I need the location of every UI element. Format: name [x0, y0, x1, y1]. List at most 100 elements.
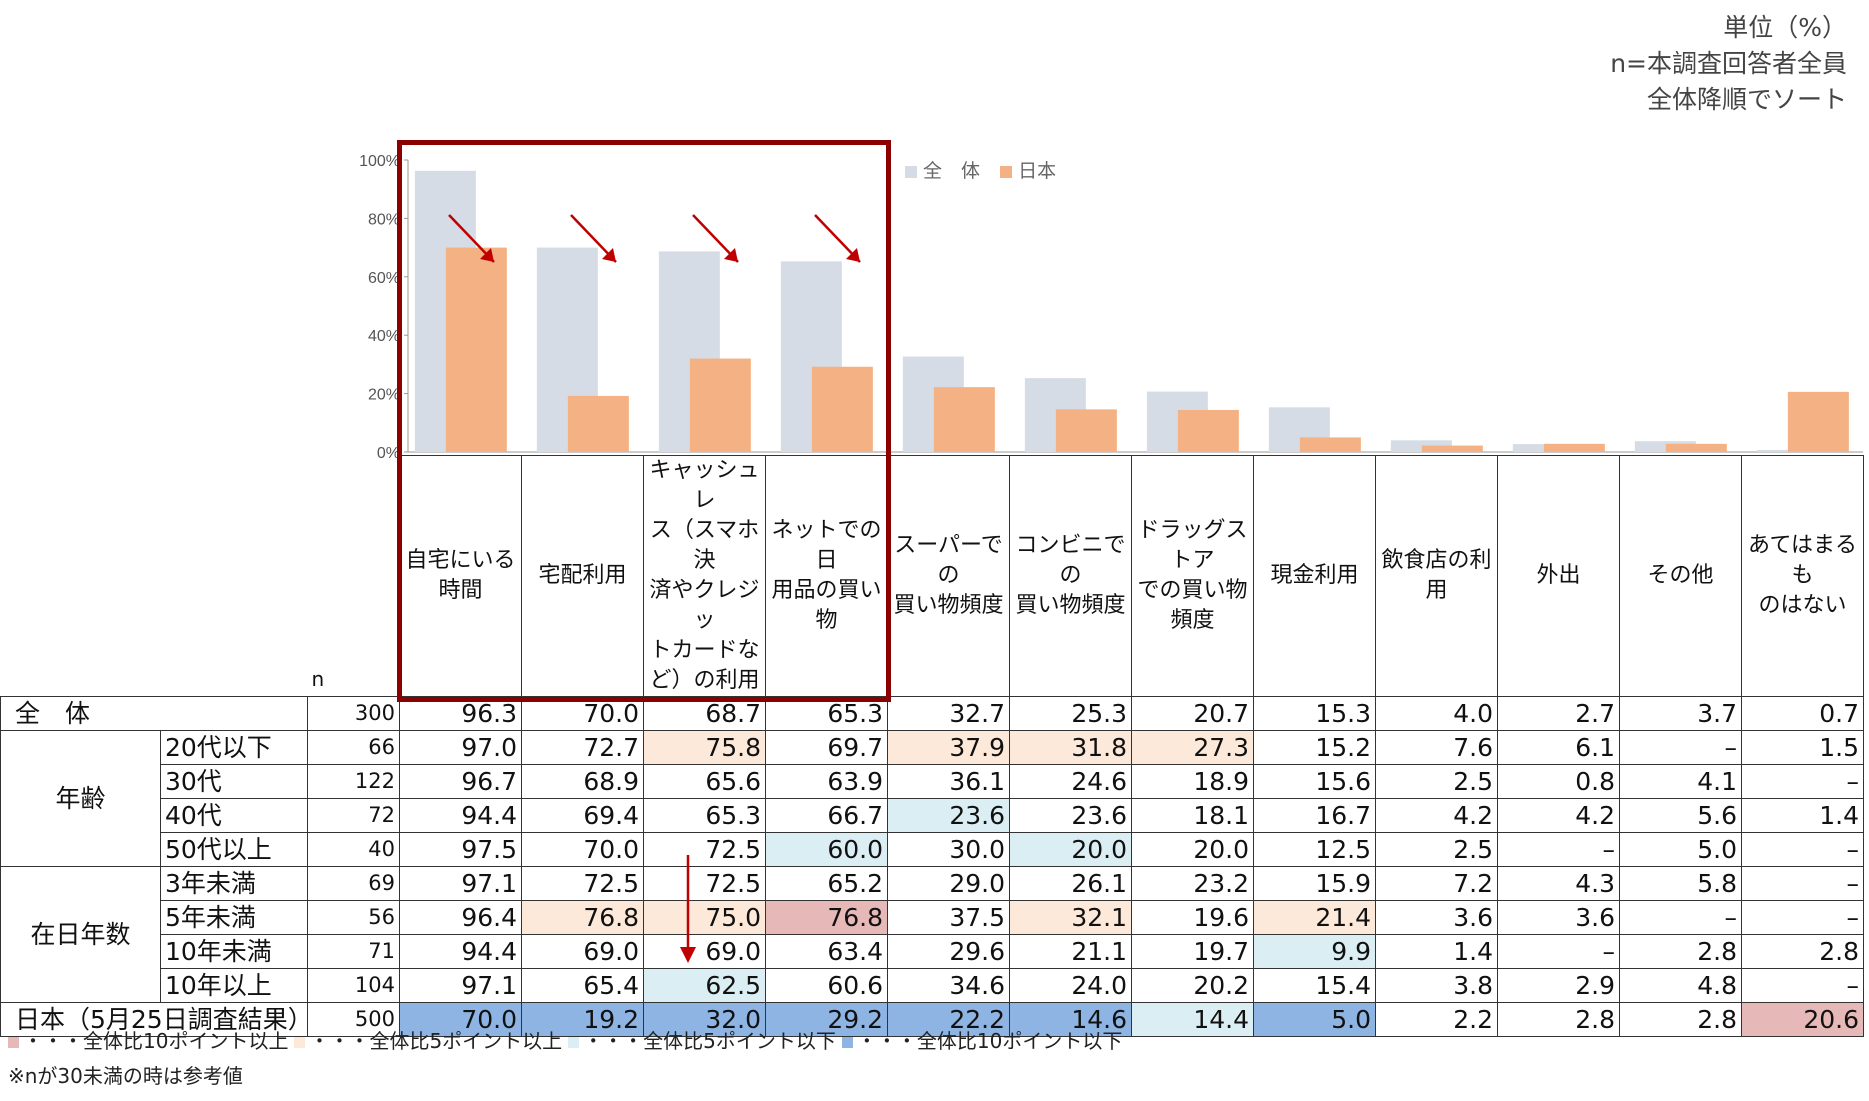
value-cell: 15.6 [1253, 764, 1376, 799]
value-cell: 24.6 [1009, 764, 1132, 799]
sort-note: 全体降順でソート [1646, 85, 1847, 114]
column-header: 外出 [1497, 455, 1620, 697]
value-cell: 66.7 [765, 798, 888, 833]
legend-swatch-overall [905, 165, 917, 178]
row-sublabel: 20代以下 [160, 730, 308, 765]
value-cell: – [1497, 832, 1620, 867]
value-cell: – [1619, 900, 1742, 935]
value-cell: 72.5 [643, 866, 766, 901]
color-legend-item: ・・・全体比5ポイント以上 [294, 1029, 562, 1053]
value-cell: 25.3 [1009, 696, 1132, 731]
value-cell: 97.0 [399, 730, 522, 765]
color-legend-item: ・・・全体比10ポイント以上 [8, 1029, 288, 1053]
column-header: キャッシュレ ス（スマホ決 済やクレジッ トカードな ど）の利用 [643, 455, 766, 697]
value-cell: 9.9 [1253, 934, 1376, 969]
y-tick-label: 80% [368, 211, 400, 228]
value-cell: 2.8 [1741, 934, 1864, 969]
n-value: 66 [307, 730, 400, 765]
value-cell: 0.7 [1741, 696, 1864, 731]
n-value: 69 [307, 866, 400, 901]
value-cell: 94.4 [399, 798, 522, 833]
row-label: 日本（5月25日調査結果） [0, 1002, 308, 1037]
value-cell: 31.8 [1009, 730, 1132, 765]
value-cell: 3.6 [1497, 900, 1620, 935]
value-cell: 2.5 [1375, 832, 1498, 867]
value-cell: – [1741, 968, 1864, 1003]
n-value: 122 [307, 764, 400, 799]
value-cell: 69.0 [643, 934, 766, 969]
n-value: 40 [307, 832, 400, 867]
column-header: その他 [1619, 455, 1742, 697]
value-cell: 4.0 [1375, 696, 1498, 731]
value-cell: 21.4 [1253, 900, 1376, 935]
value-cell: 63.9 [765, 764, 888, 799]
value-cell: 65.3 [765, 696, 888, 731]
header-blank [1, 456, 308, 697]
value-cell: 30.0 [887, 832, 1010, 867]
n-value: 500 [307, 1002, 400, 1037]
n-note: n=本調査回答者全員 [1610, 49, 1847, 78]
chart-legend: 全 体 日本 [905, 156, 1070, 183]
value-cell: 0.8 [1497, 764, 1620, 799]
value-cell: 37.5 [887, 900, 1010, 935]
row-sublabel: 40代 [160, 798, 308, 833]
value-cell: 5.0 [1619, 832, 1742, 867]
value-cell: 65.6 [643, 764, 766, 799]
value-cell: 4.2 [1497, 798, 1620, 833]
column-header: ドラッグストア での買い物 頻度 [1131, 455, 1254, 697]
value-cell: 4.3 [1497, 866, 1620, 901]
value-cell: – [1497, 934, 1620, 969]
table-row: 全 体 300 96.3 70.0 68.7 65.3 32.7 25.3 20.7 15.3 4.… [0, 696, 1864, 731]
value-cell: 5.0 [1253, 1002, 1376, 1037]
column-header: あてはまるも のはない [1741, 455, 1864, 697]
value-cell: 60.6 [765, 968, 888, 1003]
table-row: 在日年数 3年未満 69 97.1 72.5 72.5 65.2 29.0 26.1 23.2 15… [0, 866, 1864, 1003]
bar-japan [1543, 443, 1605, 452]
table-row: 30代 122 96.7 68.9 65.6 63.9 36.1 24.6 18.9 15.6 2.… [1, 764, 1864, 799]
table-row: 5年未満 56 96.4 76.8 75.0 76.8 37.5 32.1 19.6 21.4 3.… [1, 900, 1864, 935]
value-cell: 2.7 [1497, 696, 1620, 731]
value-cell: 65.3 [643, 798, 766, 833]
bar-overall [1634, 441, 1696, 452]
value-cell: 2.8 [1497, 1002, 1620, 1037]
n-value: 71 [307, 934, 400, 969]
value-cell: 2.9 [1497, 968, 1620, 1003]
legend-item-japan: 日本 [1000, 160, 1056, 182]
value-cell: 4.2 [1375, 798, 1498, 833]
trend-arrowhead [846, 248, 860, 262]
value-cell: 32.7 [887, 696, 1010, 731]
legend-item-overall: 全 体 [905, 160, 980, 182]
value-cell: 34.6 [887, 968, 1010, 1003]
value-cell: 19.6 [1131, 900, 1254, 935]
color-legend-item: ・・・全体比5ポイント以下 [568, 1029, 836, 1053]
value-cell: 72.5 [521, 866, 644, 901]
value-cell: 20.6 [1741, 1002, 1864, 1037]
table-header-row: n 自宅にいる 時間 宅配利用 キャッシュレ ス（スマホ決 済やクレジッ トカードな ど）の利用… [1, 455, 1864, 697]
table-row: 10年以上 104 97.1 65.4 62.5 60.6 34.6 24.0 20.2 15.4… [1, 968, 1864, 1003]
bar-japan [445, 247, 507, 452]
value-cell: 7.6 [1375, 730, 1498, 765]
value-cell: 22.2 [887, 1002, 1010, 1037]
value-cell: 70.0 [521, 696, 644, 731]
n-value: 56 [307, 900, 400, 935]
value-cell: 12.5 [1253, 832, 1376, 867]
row-group-label: 年齢 [0, 730, 161, 867]
value-cell: 14.4 [1131, 1002, 1254, 1037]
down-arrow [680, 855, 696, 963]
value-cell: 20.2 [1131, 968, 1254, 1003]
legend-label-japan: 日本 [1018, 160, 1057, 182]
value-cell: 23.6 [887, 798, 1010, 833]
value-cell: 29.6 [887, 934, 1010, 969]
value-cell: 36.1 [887, 764, 1010, 799]
value-cell: 1.5 [1741, 730, 1864, 765]
value-cell: 24.0 [1009, 968, 1132, 1003]
value-cell: – [1741, 900, 1864, 935]
value-cell: 32.1 [1009, 900, 1132, 935]
bar-japan [1055, 409, 1117, 452]
value-cell: 70.0 [521, 832, 644, 867]
row-sublabel: 10年以上 [160, 968, 308, 1003]
value-cell: 29.2 [765, 1002, 888, 1037]
value-cell: 68.9 [521, 764, 644, 799]
value-cell: 5.8 [1619, 866, 1742, 901]
bar-japan [567, 395, 629, 452]
